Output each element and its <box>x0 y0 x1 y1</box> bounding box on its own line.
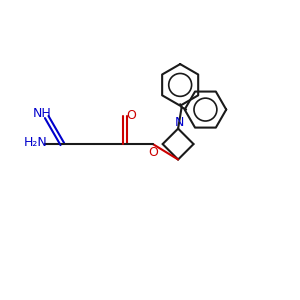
Text: O: O <box>148 146 158 159</box>
Text: H₂N: H₂N <box>24 136 48 149</box>
Text: NH: NH <box>33 107 52 120</box>
Text: N: N <box>174 116 184 129</box>
Text: O: O <box>126 109 136 122</box>
